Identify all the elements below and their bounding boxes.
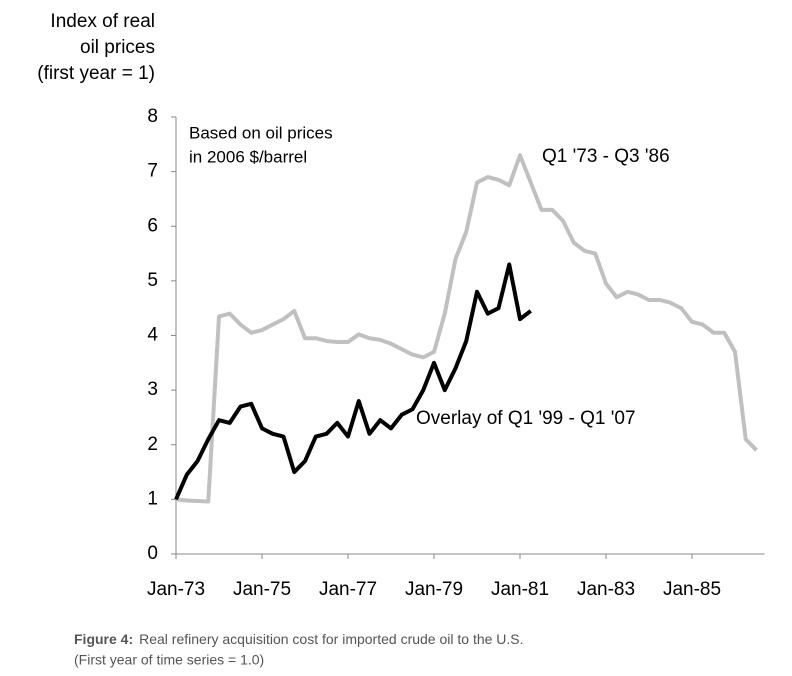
caption-label: Figure 4: — [74, 631, 133, 647]
y-tick-label: 2 — [147, 434, 158, 455]
x-tick-label: Jan-79 — [405, 579, 463, 600]
y-tick-label: 8 — [147, 106, 158, 127]
series-label: Q1 '73 - Q3 '86 — [542, 146, 670, 167]
x-tick-label: Jan-77 — [319, 579, 377, 600]
x-tick-label: Jan-83 — [577, 579, 635, 600]
y-tick-label: 6 — [147, 215, 158, 236]
x-tick-label: Jan-75 — [233, 579, 291, 600]
y-axis-label: oil prices — [80, 37, 155, 58]
y-tick-label: 3 — [147, 379, 158, 400]
y-tick-label: 5 — [147, 270, 158, 291]
caption-note: (First year of time series = 1.0) — [74, 652, 264, 668]
annotation: in 2006 $/barrel — [189, 147, 307, 166]
series-label: Overlay of Q1 '99 - Q1 '07 — [416, 408, 636, 429]
series-line — [175, 153, 758, 504]
y-tick-label: 4 — [147, 325, 158, 346]
x-tick-label: Jan-85 — [663, 579, 721, 600]
caption: Figure 4: Real refinery acquisition cost … — [74, 631, 524, 647]
y-tick-label: 1 — [147, 488, 158, 509]
series-line — [174, 262, 532, 501]
y-tick-label: 0 — [147, 543, 158, 564]
y-axis-label: (first year = 1) — [37, 63, 155, 84]
y-axis-label: Index of real — [50, 11, 155, 32]
x-tick-label: Jan-81 — [491, 579, 549, 600]
y-tick-label: 7 — [147, 161, 158, 182]
x-tick-label: Jan-73 — [147, 579, 205, 600]
annotation: Based on oil prices — [189, 123, 333, 142]
caption-text: Real refinery acquisition cost for impor… — [139, 631, 523, 647]
